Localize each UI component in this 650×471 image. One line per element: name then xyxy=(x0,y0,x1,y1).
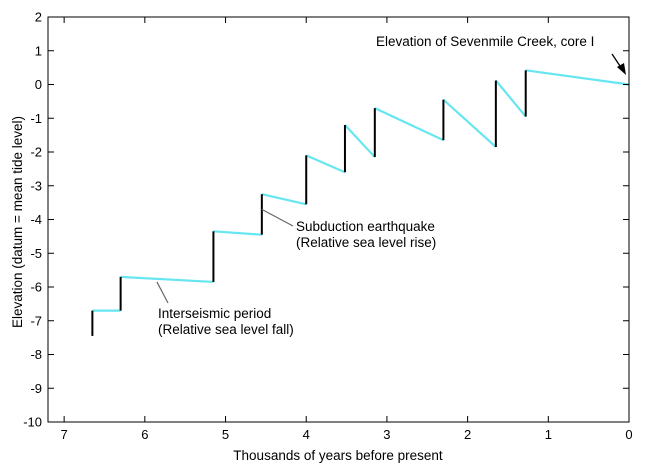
x-tick-label: 4 xyxy=(303,427,310,442)
interseismic-segment-4 xyxy=(261,193,307,206)
y-tick-label: -9 xyxy=(30,381,42,396)
annotation-sevenmile-creek: Elevation of Sevenmile Creek, core I xyxy=(376,34,594,49)
y-tick-label: -2 xyxy=(30,145,42,160)
annotation-interseismic-line-2: (Relative sea level fall) xyxy=(158,322,294,337)
annotation-sevenmile-arrowhead xyxy=(617,63,626,75)
y-tick-label: -4 xyxy=(30,212,42,227)
y-tick-label: 0 xyxy=(35,77,42,92)
interseismic-segment-9 xyxy=(495,79,527,118)
x-tick-label: 1 xyxy=(545,427,552,442)
y-tick-label: -8 xyxy=(30,347,42,362)
plot-marks xyxy=(91,69,630,336)
x-tick-label: 5 xyxy=(222,427,229,442)
interseismic-segment-5 xyxy=(305,154,346,174)
interseismic-segment-8 xyxy=(442,98,497,148)
annotation-interseismic-line-1: Interseismic period xyxy=(158,306,271,321)
interseismic-segment-3 xyxy=(213,230,262,236)
annotations: Elevation of Sevenmile Creek, core I Subd… xyxy=(156,34,626,337)
y-tick-label: 1 xyxy=(35,43,42,58)
y-tick-label: 2 xyxy=(35,10,42,25)
interseismic-segment-6 xyxy=(344,124,376,158)
y-tick-label: -3 xyxy=(30,178,42,193)
interseismic-segment-2 xyxy=(120,275,214,284)
annotation-earthquake-line-1: Subduction earthquake xyxy=(296,219,435,234)
y-tick-label: -7 xyxy=(30,313,42,328)
x-tick-label: 3 xyxy=(383,427,390,442)
x-tick-label: 0 xyxy=(625,427,632,442)
axes: 2 1 0 -1 -2 -3 -4 -5 -6 -7 -8 -9 -10 7 6 5 4 3 2 1 0 xyxy=(23,10,632,443)
x-tick-label: 2 xyxy=(464,427,471,442)
y-tick-label: -1 xyxy=(30,111,42,126)
y-tick-label: -6 xyxy=(30,280,42,295)
y-tick-label: -5 xyxy=(30,246,42,261)
annotation-earthquake-line-2: (Relative sea level rise) xyxy=(296,235,436,250)
annotation-interseismic-leader xyxy=(156,281,169,304)
y-axis-label: Elevation (datum = mean tide level) xyxy=(10,116,25,328)
interseismic-segment-7 xyxy=(374,107,444,142)
y-tick-label: -10 xyxy=(23,415,42,430)
x-tick-label: 7 xyxy=(61,427,68,442)
x-tick-label: 6 xyxy=(141,427,148,442)
x-axis-label: Thousands of years before present xyxy=(233,448,443,463)
interseismic-segment-10 xyxy=(525,69,630,86)
annotation-earthquake-leader xyxy=(261,208,294,227)
